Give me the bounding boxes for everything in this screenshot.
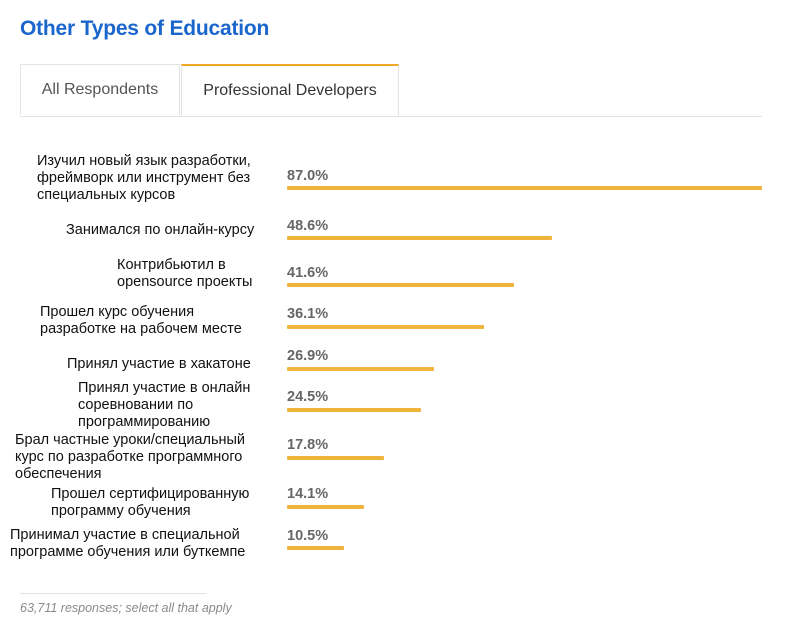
value-label: 41.6% — [287, 265, 329, 281]
category-label: Прошел сертифицированную программу обуче… — [51, 486, 250, 519]
responses-note: 63,711 responses; select all that apply — [20, 601, 232, 615]
bar — [287, 236, 552, 240]
value-label: 36.1% — [287, 306, 329, 322]
category-label: Занимался по онлайн-курсу — [66, 222, 255, 238]
bar — [287, 408, 421, 412]
value-label: 10.5% — [287, 528, 329, 544]
category-label: Контрибьютил в opensource проекты — [117, 257, 253, 290]
tab-professional-developers[interactable]: Professional Developers — [181, 64, 399, 116]
tab-bar: All Respondents Professional Developers — [20, 64, 762, 117]
value-label: 17.8% — [287, 437, 329, 453]
category-label: Изучил новый язык разработки, фреймворк … — [37, 153, 251, 203]
footer-divider — [20, 593, 206, 594]
bar — [287, 505, 364, 509]
bar — [287, 283, 514, 287]
value-label: 26.9% — [287, 348, 329, 364]
category-label: Прошел курс обучения разработке на рабоч… — [40, 304, 242, 337]
category-label: Принял участие в хакатоне — [67, 356, 251, 372]
chart-title: Other Types of Education — [20, 17, 270, 40]
value-label: 87.0% — [287, 168, 329, 184]
category-label: Принимал участие в специальной программе… — [10, 527, 246, 560]
bar — [287, 367, 434, 371]
value-label: 24.5% — [287, 389, 329, 405]
bar — [287, 186, 762, 190]
bar — [287, 456, 384, 460]
bar — [287, 546, 344, 550]
value-label: 14.1% — [287, 486, 329, 502]
category-label: Брал частные уроки/специальный курс по р… — [15, 432, 246, 482]
category-label: Принял участие в онлайн соревновании по … — [78, 380, 251, 430]
bar — [287, 325, 484, 329]
value-label: 48.6% — [287, 218, 329, 234]
tab-all-respondents[interactable]: All Respondents — [20, 64, 180, 115]
